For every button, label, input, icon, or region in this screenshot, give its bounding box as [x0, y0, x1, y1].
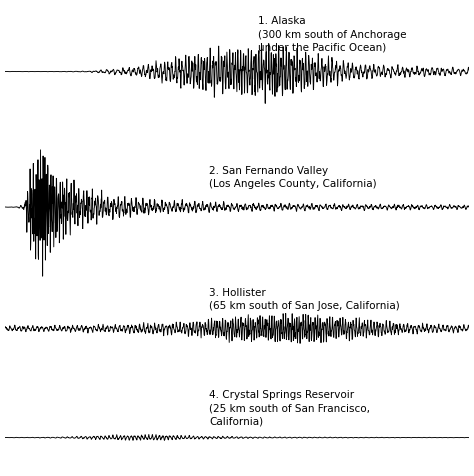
Text: 3. Hollister
(65 km south of San Jose, California): 3. Hollister (65 km south of San Jose, C… [209, 287, 400, 310]
Text: 2. San Fernando Valley
(Los Angeles County, California): 2. San Fernando Valley (Los Angeles Coun… [209, 166, 377, 189]
Text: 4. Crystal Springs Reservoir
(25 km south of San Francisco,
California): 4. Crystal Springs Reservoir (25 km sout… [209, 389, 370, 426]
Text: 1. Alaska
(300 km south of Anchorage
under the Pacific Ocean): 1. Alaska (300 km south of Anchorage und… [258, 17, 406, 53]
